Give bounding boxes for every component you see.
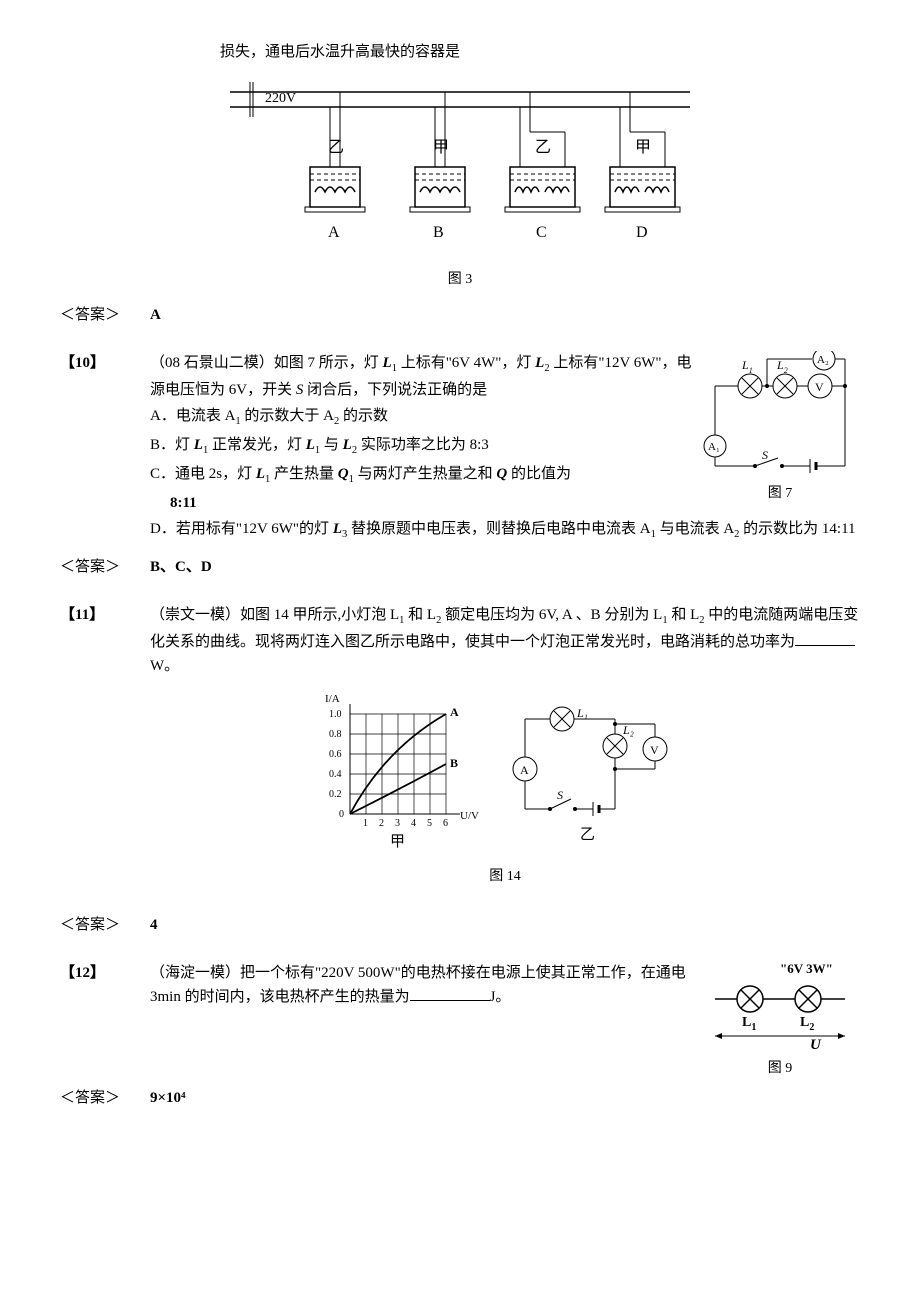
fig14: I/A bbox=[150, 684, 860, 888]
svg-text:D: D bbox=[636, 224, 648, 241]
q9-answer-row: ＜答案＞ A bbox=[60, 303, 860, 327]
svg-text:乙: 乙 bbox=[328, 139, 344, 156]
q10-answer: B、C、D bbox=[150, 555, 212, 579]
q11: 【11】 （崇文一模）如图 14 甲所示,小灯泡 L1 和 L2 额定电压均为 … bbox=[60, 603, 860, 900]
svg-text:A₁: A₁ bbox=[708, 441, 720, 453]
q12-answer-row: ＜答案＞ 9×10⁴ bbox=[60, 1086, 860, 1110]
svg-text:乙: 乙 bbox=[535, 139, 551, 156]
answer-label: ＜答案＞ bbox=[60, 1086, 150, 1110]
q11-body: （崇文一模）如图 14 甲所示,小灯泡 L1 和 L2 额定电压均为 6V, A… bbox=[150, 603, 860, 900]
fig7: S A₁ L1 L2 bbox=[700, 351, 860, 505]
svg-text:U/V: U/V bbox=[460, 810, 479, 822]
svg-text:C: C bbox=[536, 224, 547, 241]
answer-label: ＜答案＞ bbox=[60, 555, 150, 579]
fig7-caption: 图 7 bbox=[700, 483, 860, 505]
svg-text:A: A bbox=[328, 224, 340, 241]
svg-text:U: U bbox=[810, 1037, 822, 1053]
q11-answer-row: ＜答案＞ 4 bbox=[60, 913, 860, 937]
svg-text:甲: 甲 bbox=[390, 834, 405, 850]
svg-text:L2: L2 bbox=[800, 1015, 814, 1033]
q12-body: （海淀一模）把一个标有"220V 500W"的电热杯接在电源上使其正常工作，在通… bbox=[150, 961, 860, 1080]
svg-text:A₂: A₂ bbox=[817, 354, 829, 366]
svg-text:B: B bbox=[450, 756, 458, 770]
fig3-svg: 220V 乙 A 甲 bbox=[220, 72, 700, 267]
fig3-voltage: 220V bbox=[265, 91, 296, 106]
svg-text:0.6: 0.6 bbox=[329, 749, 342, 760]
svg-text:6: 6 bbox=[443, 818, 448, 829]
fig9-caption: 图 9 bbox=[700, 1058, 860, 1080]
svg-text:0.8: 0.8 bbox=[329, 729, 342, 740]
svg-text:L1: L1 bbox=[741, 358, 753, 375]
fig14-caption: 图 14 bbox=[150, 866, 860, 888]
svg-text:1.0: 1.0 bbox=[329, 709, 342, 720]
svg-text:1: 1 bbox=[363, 818, 368, 829]
q11-answer: 4 bbox=[150, 913, 158, 937]
svg-text:0: 0 bbox=[339, 809, 344, 820]
svg-text:3: 3 bbox=[395, 818, 400, 829]
q11-num: 【11】 bbox=[60, 603, 150, 900]
q12: 【12】 （海淀一模）把一个标有"220V 500W"的电热杯接在电源上使其正常… bbox=[60, 961, 860, 1080]
q10: 【10】 S A₁ bbox=[60, 351, 860, 543]
svg-text:0.4: 0.4 bbox=[329, 769, 342, 780]
q11-blank bbox=[795, 630, 855, 646]
svg-text:甲: 甲 bbox=[433, 139, 449, 156]
svg-text:4: 4 bbox=[411, 818, 416, 829]
q12-num: 【12】 bbox=[60, 961, 150, 1080]
svg-text:I/A: I/A bbox=[325, 693, 340, 705]
svg-text:L₂: L₂ bbox=[622, 723, 634, 737]
fig3-caption: 图 3 bbox=[60, 269, 860, 291]
svg-text:L₁: L₁ bbox=[576, 706, 588, 720]
svg-text:5: 5 bbox=[427, 818, 432, 829]
q10-num: 【10】 bbox=[60, 351, 150, 543]
svg-text:"6V 3W": "6V 3W" bbox=[780, 961, 833, 976]
svg-text:L2: L2 bbox=[776, 358, 788, 375]
svg-text:乙: 乙 bbox=[580, 827, 595, 843]
q9-intro-tail: 损失，通电后水温升高最快的容器是 bbox=[220, 40, 860, 64]
q12-blank bbox=[410, 985, 490, 1001]
answer-label: ＜答案＞ bbox=[60, 913, 150, 937]
q10-answer-row: ＜答案＞ B、C、D bbox=[60, 555, 860, 579]
answer-label: ＜答案＞ bbox=[60, 303, 150, 327]
fig9: "6V 3W" L1 L2 U 图 9 bbox=[700, 961, 860, 1080]
q9-answer: A bbox=[150, 303, 161, 327]
svg-text:L1: L1 bbox=[742, 1015, 756, 1033]
q10-optD: D．若用标有"12V 6W"的灯 L3 替换原题中电压表，则替换后电路中电流表 … bbox=[150, 517, 860, 544]
svg-text:A: A bbox=[520, 763, 529, 777]
svg-text:甲: 甲 bbox=[635, 139, 651, 156]
svg-text:V: V bbox=[815, 380, 824, 394]
svg-text:A: A bbox=[450, 705, 459, 719]
svg-text:0.2: 0.2 bbox=[329, 789, 342, 800]
svg-text:B: B bbox=[433, 224, 444, 241]
svg-text:2: 2 bbox=[379, 818, 384, 829]
q10-body: S A₁ L1 L2 bbox=[150, 351, 860, 543]
svg-text:S: S bbox=[557, 788, 563, 802]
q9-figure: 220V 乙 A 甲 bbox=[60, 72, 860, 291]
q12-answer: 9×10⁴ bbox=[150, 1086, 186, 1110]
fig3-containers: 乙 A 甲 B bbox=[305, 92, 680, 241]
svg-text:S: S bbox=[762, 448, 768, 462]
svg-text:V: V bbox=[650, 743, 659, 757]
